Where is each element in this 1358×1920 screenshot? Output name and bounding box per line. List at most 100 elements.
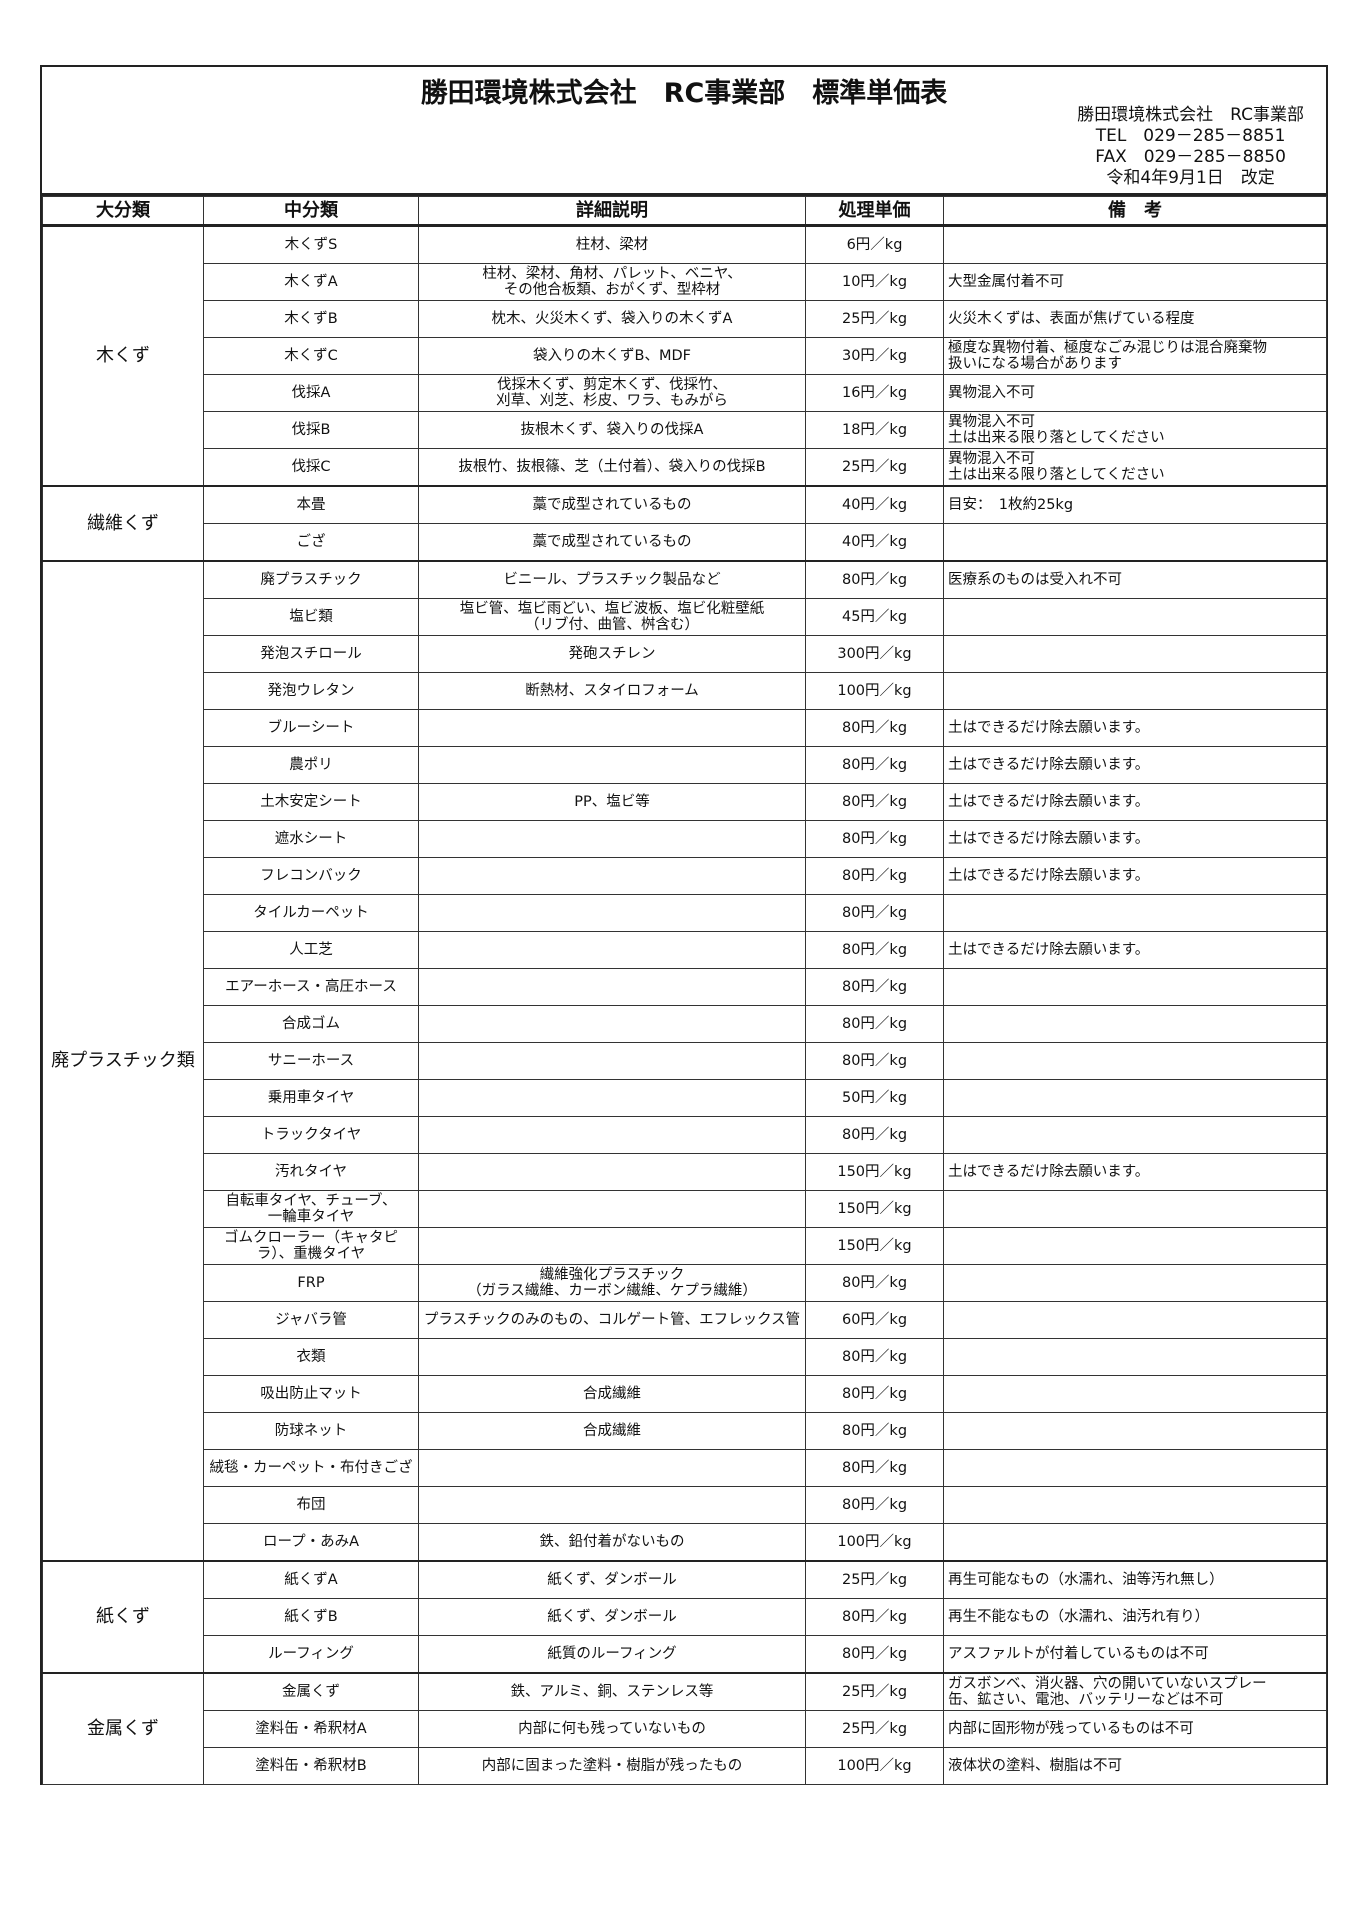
page-title: 勝田環境株式会社 RC事業部 標準単価表	[420, 78, 948, 109]
table-row: 農ポリ 80円／kg 土はできるだけ除去願います。	[43, 746, 1327, 784]
subcategory-cell: タイルカーペット	[203, 894, 419, 932]
subcategory-cell: 自転車タイヤ、チューブ、 一輪車タイヤ	[203, 1190, 419, 1228]
subcategory-cell: 絨毯・カーペット・布付きござ	[203, 1449, 419, 1487]
detail-cell	[418, 1486, 806, 1524]
detail-cell: 柱材、梁材、角材、パレット、ベニヤ、 その他合板類、おがくず、型枠材	[418, 263, 806, 301]
subcategory-cell: 木くずS	[203, 224, 419, 264]
note-cell: 内部に固形物が残っているものは不可	[943, 1710, 1327, 1748]
detail-cell	[418, 1338, 806, 1376]
note-cell: 異物混入不可	[943, 374, 1327, 412]
subcategory-cell: 伐採B	[203, 411, 419, 449]
contact-block: 勝田環境株式会社 RC事業部 TEL 029－285－8851 FAX 029－…	[1077, 105, 1304, 189]
subcategory-cell: 木くずA	[203, 263, 419, 301]
price-cell: 10円／kg	[805, 263, 944, 301]
table-row: ござ 藁で成型されているもの 40円／kg	[43, 523, 1327, 562]
note-cell	[943, 1042, 1327, 1080]
price-cell: 80円／kg	[805, 1375, 944, 1413]
company-name: 勝田環境株式会社 RC事業部	[1077, 105, 1304, 125]
detail-cell	[418, 968, 806, 1006]
note-cell: 医療系のものは受入れ不可	[943, 560, 1327, 599]
price-cell: 40円／kg	[805, 485, 944, 524]
table-row: 伐採B 抜根木くず、袋入りの伐採A 18円／kg 異物混入不可 土は出来る限り落としてく…	[43, 411, 1327, 449]
subcategory-cell: 塩ビ類	[203, 598, 419, 636]
subcategory-cell: ロープ・あみA	[203, 1523, 419, 1562]
price-cell: 80円／kg	[805, 931, 944, 969]
detail-cell: 紙くず、ダンボール	[418, 1560, 806, 1599]
detail-cell: 合成繊維	[418, 1375, 806, 1413]
subcategory-cell: 布団	[203, 1486, 419, 1524]
detail-cell: プラスチックのみのもの、コルゲート管、エフレックス管	[418, 1301, 806, 1339]
detail-cell: 内部に固まった塗料・樹脂が残ったもの	[418, 1747, 806, 1785]
table-row: 発泡スチロール 発砲スチレン 300円／kg	[43, 635, 1327, 673]
subcategory-cell: 発泡ウレタン	[203, 672, 419, 710]
table-row: 塩ビ類 塩ビ管、塩ビ雨どい、塩ビ波板、塩ビ化粧壁紙 （リブ付、曲管、桝含む） 45円／…	[43, 598, 1327, 636]
table-row: エアーホース・高圧ホース 80円／kg	[43, 968, 1327, 1006]
price-cell: 80円／kg	[805, 1486, 944, 1524]
table-row: 吸出防止マット 合成繊維 80円／kg	[43, 1375, 1327, 1413]
note-cell: 火災木くずは、表面が焦げている程度	[943, 300, 1327, 338]
price-sheet: 勝田環境株式会社 RC事業部 標準単価表 勝田環境株式会社 RC事業部 TEL …	[40, 65, 1328, 1785]
subcategory-cell: FRP	[203, 1264, 419, 1302]
note-cell: 土はできるだけ除去願います。	[943, 709, 1327, 747]
detail-cell	[418, 1190, 806, 1228]
sheet-header: 勝田環境株式会社 RC事業部 標準単価表 勝田環境株式会社 RC事業部 TEL …	[42, 67, 1326, 196]
price-cell: 80円／kg	[805, 746, 944, 784]
detail-cell	[418, 1005, 806, 1043]
price-cell: 80円／kg	[805, 1449, 944, 1487]
detail-cell	[418, 1153, 806, 1191]
price-cell: 25円／kg	[805, 448, 944, 487]
price-cell: 100円／kg	[805, 672, 944, 710]
table-row: トラックタイヤ 80円／kg	[43, 1116, 1327, 1154]
subcategory-cell: ルーフィング	[203, 1635, 419, 1674]
detail-cell	[418, 1079, 806, 1117]
table-row: サニーホース 80円／kg	[43, 1042, 1327, 1080]
table-row: ブルーシート 80円／kg 土はできるだけ除去願います。	[43, 709, 1327, 747]
detail-cell: 抜根竹、抜根篠、芝（土付着）、袋入りの伐採B	[418, 448, 806, 487]
table-row: ルーフィング 紙質のルーフィング 80円／kg アスファルトが付着しているものは不可	[43, 1635, 1327, 1674]
detail-cell: 塩ビ管、塩ビ雨どい、塩ビ波板、塩ビ化粧壁紙 （リブ付、曲管、桝含む）	[418, 598, 806, 636]
table-row: 自転車タイヤ、チューブ、 一輪車タイヤ 150円／kg	[43, 1190, 1327, 1228]
table-header-row: 大分類 中分類 詳細説明 処理単価 備 考	[42, 196, 1327, 227]
note-cell	[943, 672, 1327, 710]
table-row: 防球ネット 合成繊維 80円／kg	[43, 1412, 1327, 1450]
price-cell: 80円／kg	[805, 1005, 944, 1043]
subcategory-cell: 吸出防止マット	[203, 1375, 419, 1413]
price-cell: 30円／kg	[805, 337, 944, 375]
table-row: 木くずA 柱材、梁材、角材、パレット、ベニヤ、 その他合板類、おがくず、型枠材 10円…	[43, 263, 1327, 301]
table-row: 絨毯・カーペット・布付きござ 80円／kg	[43, 1449, 1327, 1487]
category-cell: 金属くず	[42, 1672, 204, 1785]
table-row: ロープ・あみA 鉄、鉛付着がないもの 100円／kg	[43, 1523, 1327, 1562]
price-cell: 6円／kg	[805, 224, 944, 264]
table-row: 発泡ウレタン 断熱材、スタイロフォーム 100円／kg	[43, 672, 1327, 710]
table-row: フレコンバック 80円／kg 土はできるだけ除去願います。	[43, 857, 1327, 895]
subcategory-cell: 塗料缶・希釈材A	[203, 1710, 419, 1748]
price-cell: 80円／kg	[805, 1042, 944, 1080]
detail-cell	[418, 820, 806, 858]
note-cell	[943, 1301, 1327, 1339]
subcategory-cell: 紙くずA	[203, 1560, 419, 1599]
subcategory-cell: 本畳	[203, 485, 419, 524]
category-cell: 紙くず	[42, 1560, 204, 1674]
fax-number: FAX 029－285－8850	[1095, 147, 1286, 167]
table-row: 伐採C 抜根竹、抜根篠、芝（土付着）、袋入りの伐採B 25円／kg 異物混入不可 土は出…	[43, 448, 1327, 487]
detail-cell: 断熱材、スタイロフォーム	[418, 672, 806, 710]
price-cell: 80円／kg	[805, 968, 944, 1006]
note-cell: 土はできるだけ除去願います。	[943, 783, 1327, 821]
table-row: 木くずB 枕木、火災木くず、袋入りの木くずA 25円／kg 火災木くずは、表面が焦げて…	[43, 300, 1327, 338]
subcategory-cell: 伐採A	[203, 374, 419, 412]
note-cell	[943, 1486, 1327, 1524]
detail-cell: 袋入りの木くずB、MDF	[418, 337, 806, 375]
table-row: ゴムクローラー（キャタピ ラ）、重機タイヤ 150円／kg	[43, 1227, 1327, 1265]
note-cell	[943, 1523, 1327, 1562]
note-cell: 異物混入不可 土は出来る限り落としてください	[943, 448, 1327, 487]
note-cell	[943, 1227, 1327, 1265]
price-cell: 18円／kg	[805, 411, 944, 449]
subcategory-cell: 廃プラスチック	[203, 560, 419, 599]
note-cell	[943, 635, 1327, 673]
price-cell: 25円／kg	[805, 1560, 944, 1599]
detail-cell: 内部に何も残っていないもの	[418, 1710, 806, 1748]
price-cell: 60円／kg	[805, 1301, 944, 1339]
detail-cell: 藁で成型されているもの	[418, 523, 806, 562]
detail-cell	[418, 1042, 806, 1080]
table-row: FRP 繊維強化プラスチック （ガラス繊維、カーボン繊維、ケプラ繊維） 80円／kg	[43, 1264, 1327, 1302]
